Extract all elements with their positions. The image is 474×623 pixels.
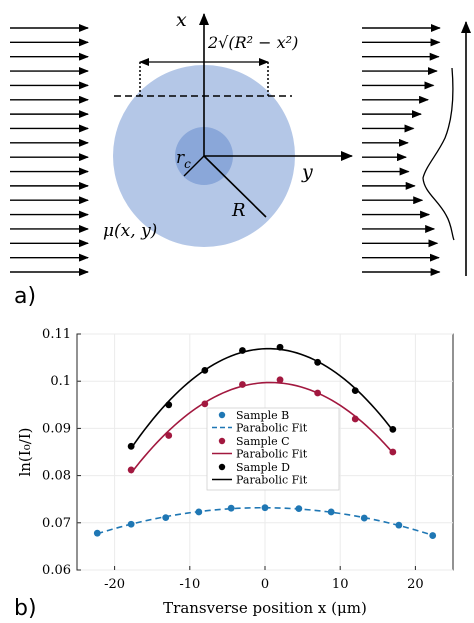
x-tick-label: 20 [407, 577, 424, 592]
y-tick-label: 0.08 [42, 469, 71, 484]
data-point [429, 532, 437, 539]
legend-fit-label: Parabolic Fit [236, 422, 308, 435]
data-point [389, 425, 397, 433]
core-radius-label: rc [176, 148, 191, 171]
radius-line [203, 155, 267, 218]
x-tick-label: 0 [261, 577, 269, 592]
data-point [239, 347, 246, 354]
data-point [276, 343, 284, 351]
legend-fit-label: Parabolic Fit [236, 474, 308, 487]
data-point [165, 401, 173, 409]
data-point [227, 504, 235, 512]
y-tick-label: 0.11 [42, 327, 71, 342]
fit-line [130, 347, 394, 449]
data-point [351, 415, 359, 423]
data-point [127, 442, 135, 450]
data-point [162, 514, 170, 522]
chord-length-label: 2√(R² − x²) [207, 33, 298, 52]
intensity-profile-curve [422, 67, 455, 241]
fit-line [130, 381, 394, 474]
x-tick-label: 10 [332, 577, 349, 592]
data-point [195, 508, 203, 516]
data-point [239, 381, 246, 388]
panel-b-chart: -20 -10 0 10 20 0.06 0.07 0.08 0.09 0.1 0.11 Tran… [14, 327, 454, 621]
y-tick-label: 0.1 [50, 374, 71, 389]
data-point [201, 400, 209, 408]
legend-series-label: Sample D [236, 461, 290, 474]
data-point [276, 376, 284, 384]
chord-bracket-dotted [139, 62, 269, 96]
y-ticks: 0.06 0.07 0.08 0.09 0.1 0.11 [42, 327, 81, 578]
data-point [127, 466, 135, 474]
core-radius-subscript: c [184, 157, 191, 171]
series-sample-b [93, 504, 437, 539]
core-radius-symbol: r [176, 148, 185, 168]
x-axis-label: x [176, 9, 187, 31]
data-point [351, 387, 359, 395]
legend-box [206, 407, 340, 491]
data-point [395, 521, 403, 529]
legend-series-label: Sample C [236, 435, 290, 448]
data-point [127, 520, 135, 528]
data-point [389, 448, 397, 456]
data-point [93, 529, 101, 537]
incoming-beam-arrows [10, 24, 89, 276]
series-layer [93, 343, 437, 539]
legend-marker [218, 411, 226, 419]
core-radius-line [183, 155, 205, 177]
data-point [201, 366, 209, 374]
attenuation-label: μ(x, y) [103, 221, 157, 241]
x-tick-label: -10 [179, 577, 200, 592]
panel-a-schematic: x y R rc 2√(R² − x²) μ(x, y) a) [10, 9, 471, 309]
y-axis-title: ln(I₀/I) [16, 427, 34, 476]
data-point [327, 508, 335, 516]
panel-a-label: a) [14, 284, 36, 309]
y-tick-label: 0.09 [42, 421, 71, 436]
data-point [261, 504, 269, 512]
radius-label: R [231, 200, 246, 221]
x-tick-label: -20 [104, 577, 125, 592]
y-tick-label: 0.06 [42, 563, 71, 578]
y-axis-label: y [301, 161, 313, 183]
data-point [314, 389, 322, 397]
data-point [295, 505, 303, 513]
data-point [165, 432, 173, 439]
x-ticks: -20 -10 0 10 20 [104, 566, 424, 592]
legend-series-label: Sample B [236, 409, 289, 422]
transmitted-beam-arrows [362, 24, 441, 276]
x-axis-title: Transverse position x (μm) [163, 599, 367, 617]
data-point [314, 358, 322, 366]
y-tick-label: 0.07 [42, 516, 71, 531]
series-sample-c [127, 376, 397, 474]
data-point [360, 514, 368, 522]
legend-marker [218, 437, 226, 445]
series-sample-d [127, 343, 397, 450]
panel-b-label: b) [14, 596, 37, 621]
legend-marker [218, 463, 226, 471]
legend-fit-label: Parabolic Fit [236, 448, 308, 461]
